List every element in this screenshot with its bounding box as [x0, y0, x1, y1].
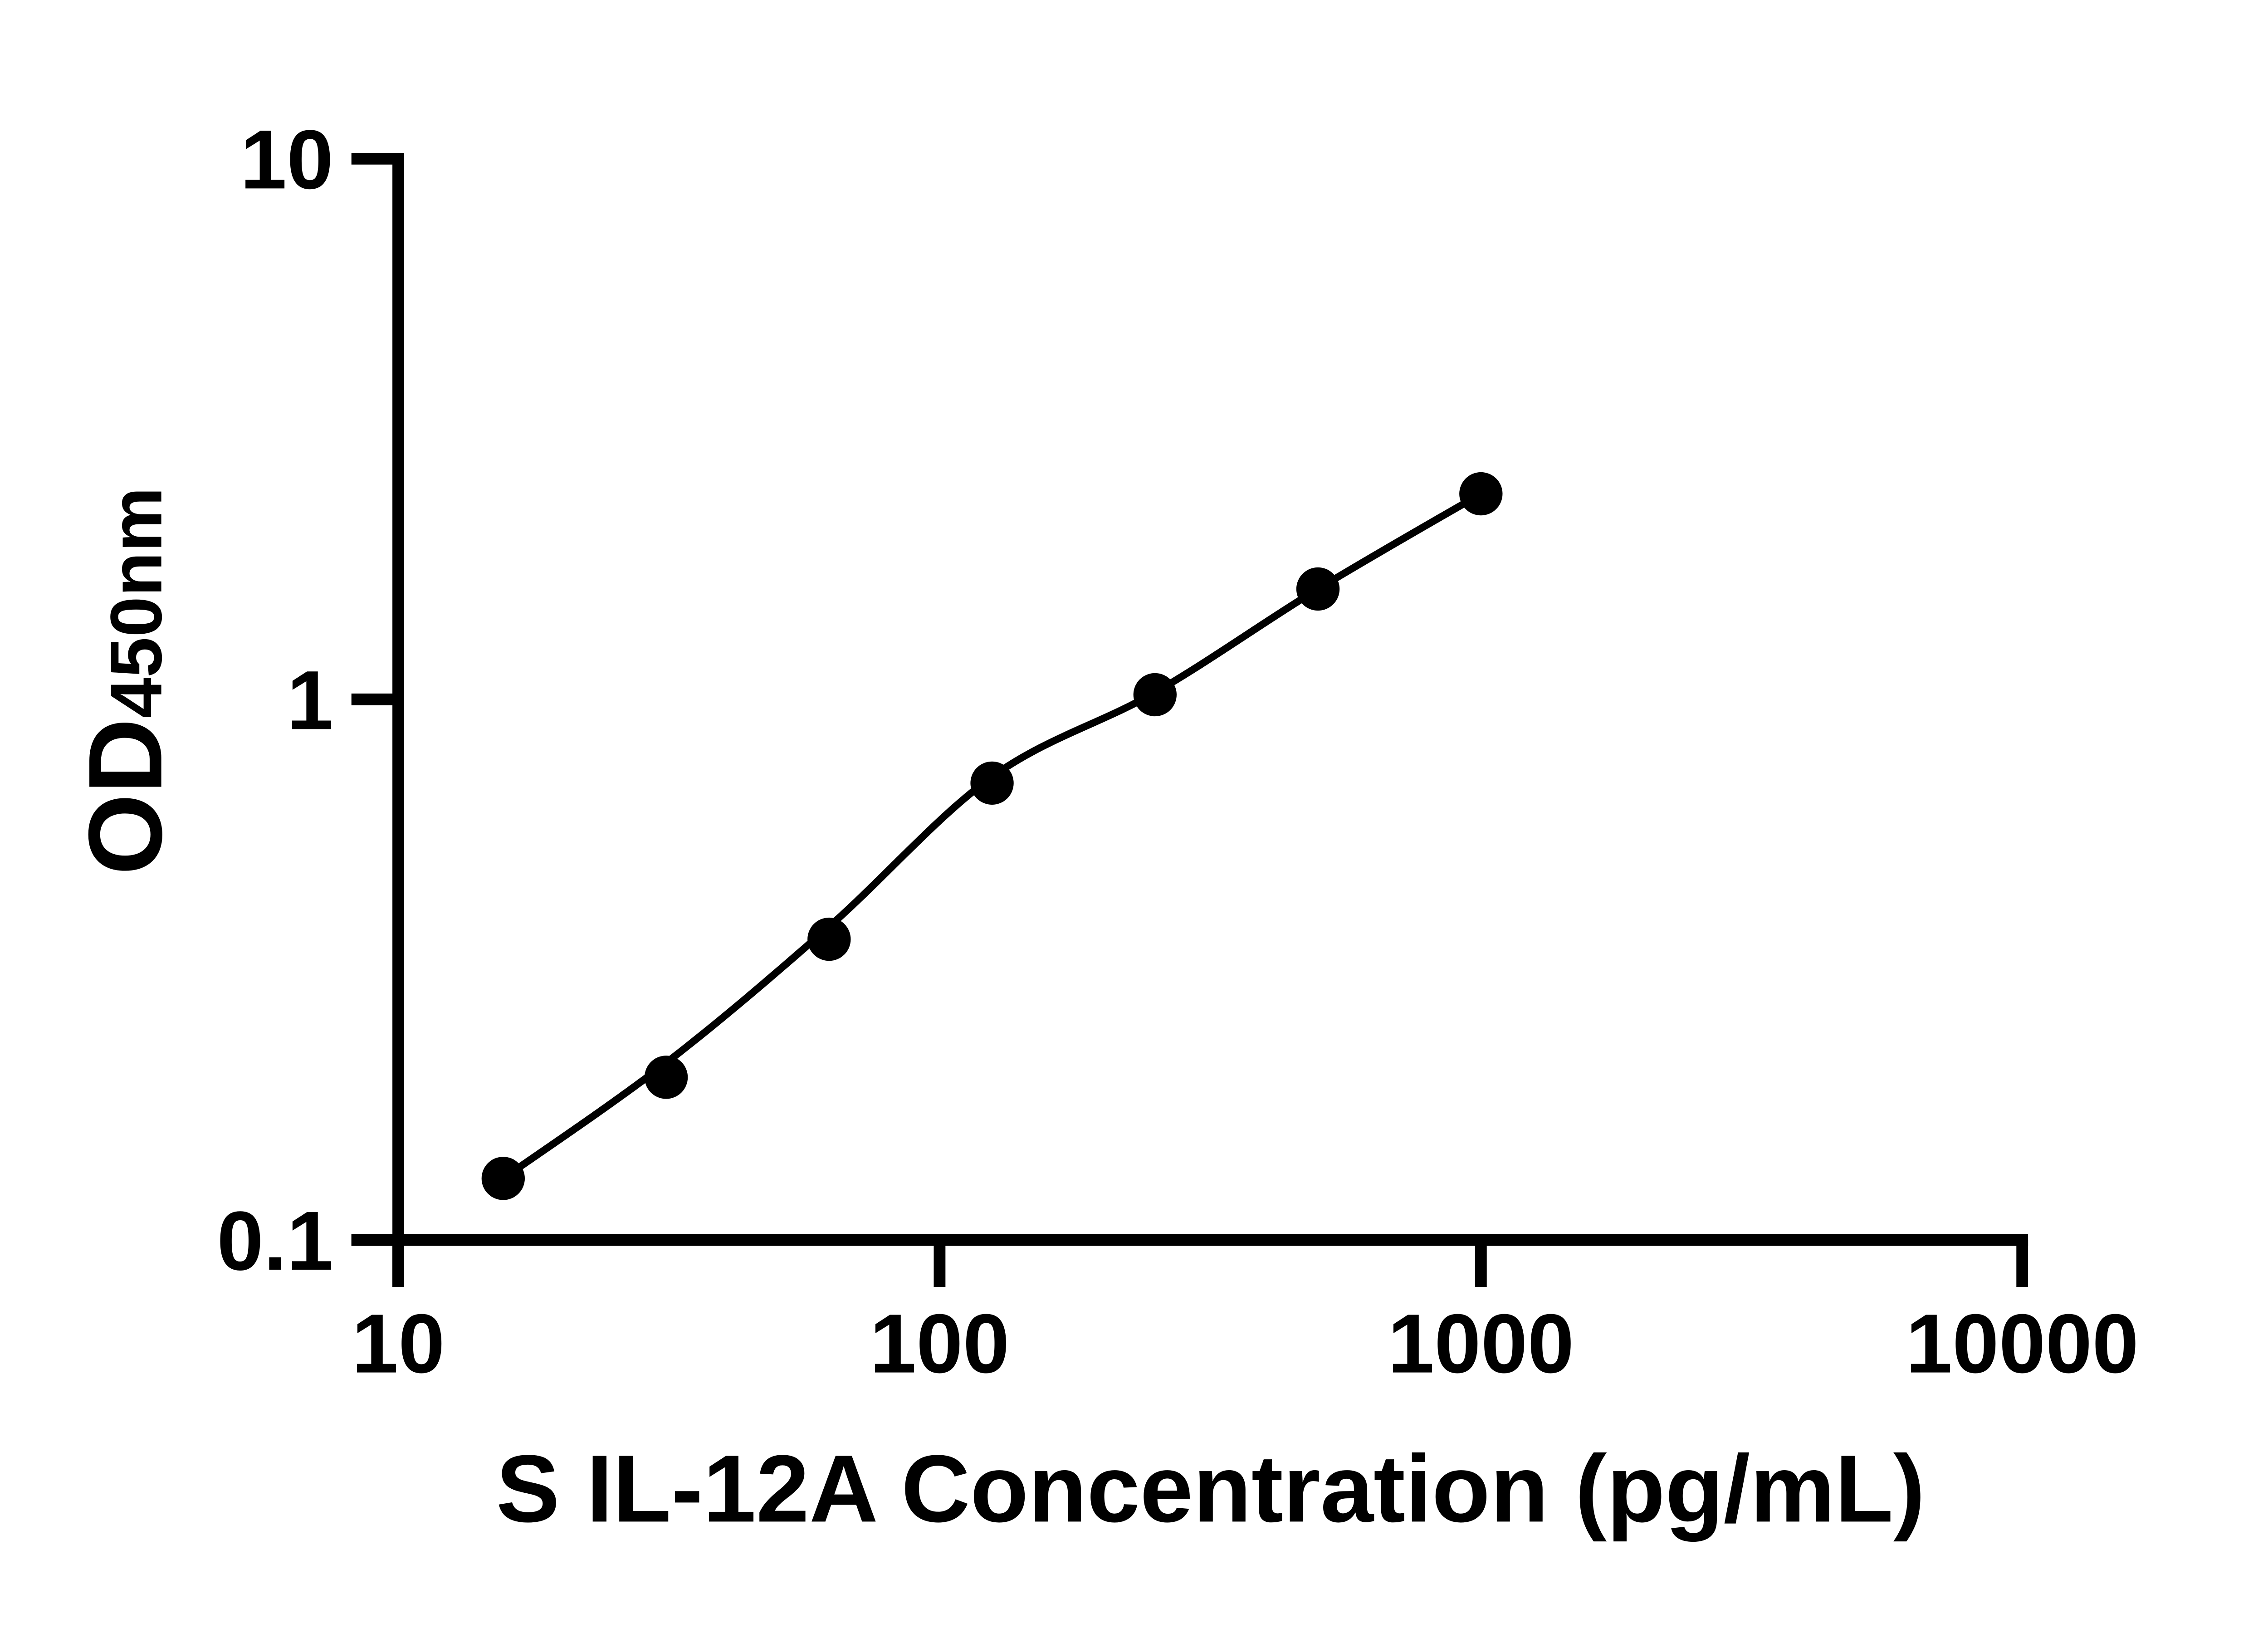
- x-tick-label-1000: 1000: [1388, 1297, 1574, 1391]
- x-tick-label-100: 100: [870, 1297, 1009, 1391]
- data-point-62.5pgml: [807, 917, 851, 961]
- y-tick-label-10: 10: [240, 113, 333, 206]
- data-point-500pgml: [1296, 567, 1340, 611]
- x-tick-label-10: 10: [352, 1297, 445, 1391]
- data-point-1000pgml: [1459, 472, 1503, 516]
- y-axis-title-subscript: 450nm: [96, 487, 177, 719]
- data-point-15.625pgml: [481, 1157, 525, 1200]
- data-points-layer: [481, 472, 1503, 1200]
- x-tick-label-10000: 10000: [1906, 1297, 2139, 1391]
- y-tick-label-1: 1: [287, 654, 333, 747]
- y-axis-title: OD450nm: [67, 487, 184, 875]
- axes-layer: [351, 152, 2028, 1287]
- y-axis-title-main: OD: [67, 718, 184, 875]
- data-point-250pgml: [1133, 673, 1177, 717]
- x-axis-title: S IL-12A Concentration (pg/mL): [496, 1435, 1925, 1542]
- data-point-125pgml: [970, 761, 1014, 805]
- data-point-31.25pgml: [644, 1056, 688, 1099]
- tick-labels-layer: 10 100 1000 10000 0.1 1 10: [217, 113, 2139, 1390]
- ticks-layer: [351, 152, 2028, 1287]
- y-tick-label-0.1: 0.1: [217, 1194, 333, 1288]
